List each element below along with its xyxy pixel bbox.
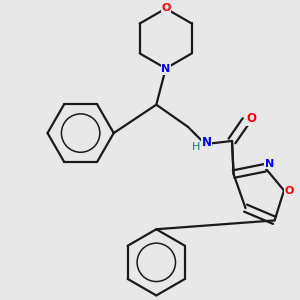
Text: N: N xyxy=(161,64,170,74)
Text: H: H xyxy=(192,142,200,152)
Text: N: N xyxy=(265,159,274,169)
Text: O: O xyxy=(247,112,257,125)
Text: O: O xyxy=(285,186,294,196)
Text: O: O xyxy=(161,3,170,13)
Text: N: N xyxy=(202,136,212,149)
